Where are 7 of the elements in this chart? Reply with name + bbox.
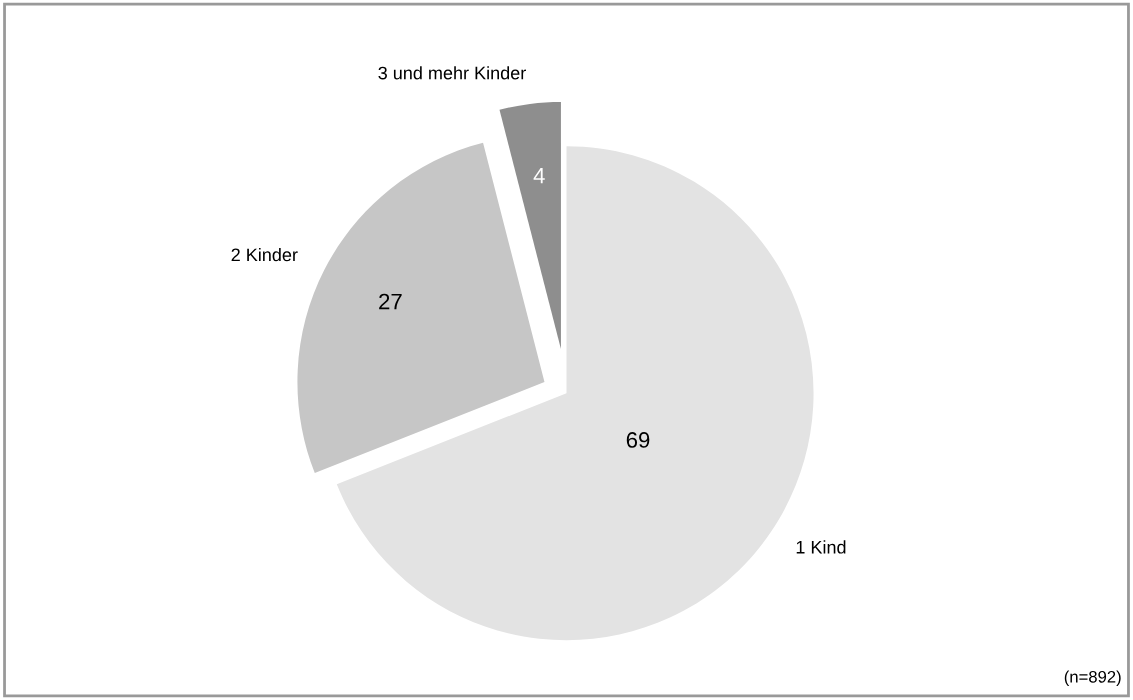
data-label: 4 [533,168,545,184]
data-label: 69 [626,432,650,448]
slice-label: 2 Kinder [231,247,298,262]
slice-label: 1 Kind [796,540,846,554]
data-label: 27 [379,293,402,310]
text: (n=892) [1064,670,1121,686]
slice-label: 3 und mehr Kinder [378,66,526,80]
